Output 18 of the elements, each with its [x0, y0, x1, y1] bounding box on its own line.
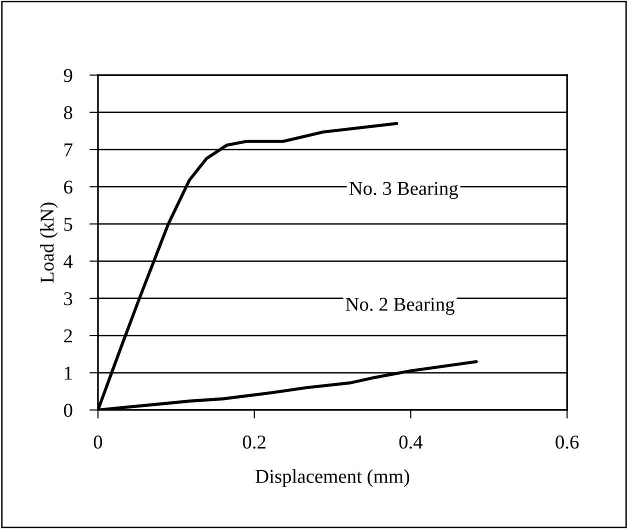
y-tick-label: 4 [64, 255, 73, 268]
y-tick-label: 6 [64, 180, 72, 194]
y-tick-label: 2 [64, 329, 72, 342]
x-tick-label: 0.4 [399, 436, 423, 449]
y-tick-label: 1 [64, 366, 72, 380]
y-tick-label: 7 [64, 144, 72, 156]
text: No. 2 Bearing [346, 298, 454, 315]
text: No. 3 Bearing [349, 182, 458, 199]
x-tick-label: 0 [94, 436, 102, 449]
y-tick-label: 9 [64, 68, 72, 82]
y-tick-label: 3 [64, 292, 72, 306]
x-tick-label: 0.6 [556, 436, 579, 449]
y-tick-label: 8 [64, 106, 72, 120]
y-tick-label: 5 [64, 218, 72, 231]
x-axis-title: Displacement (mm) [256, 469, 410, 487]
y-axis-title: Load (kN) [40, 202, 58, 283]
y-tick-label: 0 [64, 404, 72, 417]
x-tick-label: 0.2 [242, 436, 266, 449]
